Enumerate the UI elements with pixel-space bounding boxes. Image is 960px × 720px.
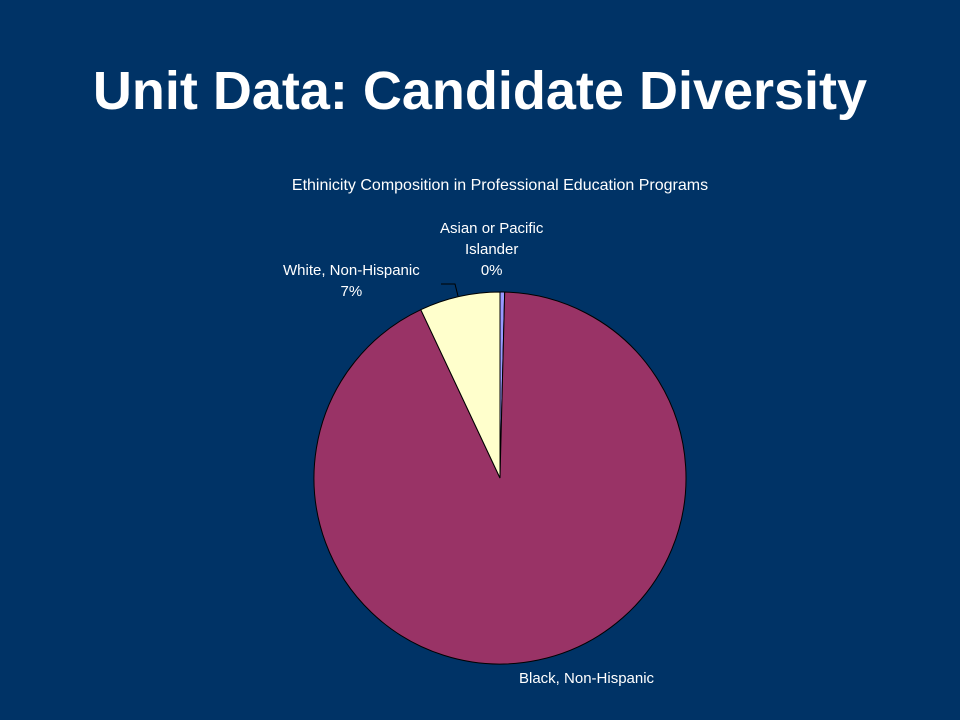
white-label-line1: White, Non-Hispanic xyxy=(283,262,420,279)
white-leader-line xyxy=(441,283,459,297)
asian-label-line2: Islander xyxy=(465,241,519,258)
black-label-line1: Black, Non-Hispanic xyxy=(519,670,655,687)
white-pct-label: 7% xyxy=(340,283,363,300)
asian-label: Asian or Pacific Islander 0% xyxy=(440,218,543,281)
white-label: White, Non-Hispanic 7% xyxy=(283,260,420,302)
slide-title: Unit Data: Candidate Diversity xyxy=(92,61,868,121)
black-label: Black, Non-Hispanic xyxy=(519,668,654,689)
pie-slice-white-non-hispanic xyxy=(420,291,501,479)
chart-title: Ethinicity Composition in Professional E… xyxy=(291,177,709,194)
asian-label-line1: Asian or Pacific xyxy=(440,220,544,237)
asian-pct-label: 0% xyxy=(480,262,503,279)
